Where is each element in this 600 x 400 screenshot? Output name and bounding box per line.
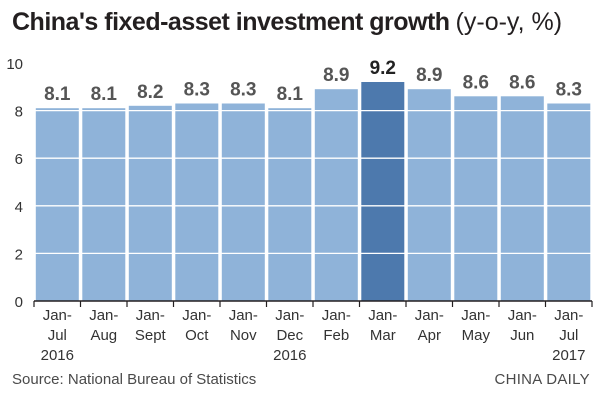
bar-9 bbox=[407, 89, 451, 301]
data-label-7: 8.9 bbox=[323, 65, 349, 86]
x-tick-label: Jan- bbox=[554, 307, 583, 324]
y-tick-label: 6 bbox=[15, 151, 23, 168]
bar-5 bbox=[221, 103, 265, 301]
x-tick-label: Jan- bbox=[136, 307, 165, 324]
y-tick-label: 10 bbox=[6, 56, 23, 73]
x-tick-label: Jun bbox=[510, 327, 534, 344]
x-tick-label: Jan- bbox=[415, 307, 444, 324]
bar-3 bbox=[128, 105, 172, 301]
x-tick-label: Sept bbox=[135, 327, 167, 344]
x-tick-label: Mar bbox=[370, 327, 396, 344]
x-tick-label: Nov bbox=[230, 327, 257, 344]
x-tick-label: 2017 bbox=[552, 347, 585, 364]
x-tick-label: Jul bbox=[559, 327, 578, 344]
bar-10 bbox=[454, 96, 498, 301]
bar-7 bbox=[314, 89, 358, 301]
data-label-11: 8.6 bbox=[509, 72, 535, 93]
data-label-1: 8.1 bbox=[44, 84, 71, 105]
data-label-3: 8.2 bbox=[137, 82, 163, 103]
data-label-9: 8.9 bbox=[416, 65, 442, 86]
x-tick-label: 2016 bbox=[41, 347, 74, 364]
x-tick-label: Aug bbox=[90, 327, 117, 344]
chart-title-main: China's fixed-asset investment growth bbox=[12, 8, 450, 36]
x-tick-label: Jan- bbox=[229, 307, 258, 324]
data-label-4: 8.3 bbox=[184, 80, 210, 101]
data-label-6: 8.1 bbox=[277, 84, 304, 105]
chart-title: China's fixed-asset investment growth (y-… bbox=[12, 2, 562, 42]
credit-label: CHINA DAILY bbox=[494, 371, 590, 388]
x-tick-label: Apr bbox=[418, 327, 441, 344]
data-label-8: 9.2 bbox=[370, 58, 396, 79]
bar-4 bbox=[175, 103, 219, 301]
bar-11 bbox=[500, 96, 544, 301]
x-tick-label: Jan- bbox=[508, 307, 537, 324]
x-tick-label: Jan- bbox=[43, 307, 72, 324]
x-tick-label: Jan- bbox=[461, 307, 490, 324]
data-label-5: 8.3 bbox=[230, 80, 256, 101]
y-tick-label: 4 bbox=[15, 199, 23, 216]
x-tick-label: Jan- bbox=[89, 307, 118, 324]
x-tick-label: Jan- bbox=[275, 307, 304, 324]
chart-title-unit: (y-o-y, %) bbox=[455, 8, 563, 36]
bar-8 bbox=[361, 82, 405, 301]
x-tick-label: Oct bbox=[185, 327, 209, 344]
x-tick-label: Jan- bbox=[368, 307, 397, 324]
x-tick-label: Jan- bbox=[322, 307, 351, 324]
bar-2 bbox=[82, 108, 126, 301]
x-tick-label: Dec bbox=[276, 327, 303, 344]
data-label-12: 8.3 bbox=[556, 80, 582, 101]
x-tick-label: Jan- bbox=[182, 307, 211, 324]
bar-12 bbox=[547, 103, 591, 301]
data-label-10: 8.6 bbox=[463, 72, 489, 93]
data-label-2: 8.1 bbox=[91, 84, 118, 105]
source-note: Source: National Bureau of Statistics bbox=[12, 371, 257, 388]
y-tick-label: 0 bbox=[15, 294, 23, 311]
y-tick-label: 8 bbox=[15, 104, 23, 121]
bar-6 bbox=[268, 108, 312, 301]
bar-1 bbox=[35, 108, 79, 301]
x-tick-label: Jul bbox=[48, 327, 67, 344]
x-tick-label: 2016 bbox=[273, 347, 306, 364]
x-tick-label: Feb bbox=[323, 327, 349, 344]
y-tick-label: 2 bbox=[15, 246, 23, 263]
x-tick-label: May bbox=[462, 327, 491, 344]
